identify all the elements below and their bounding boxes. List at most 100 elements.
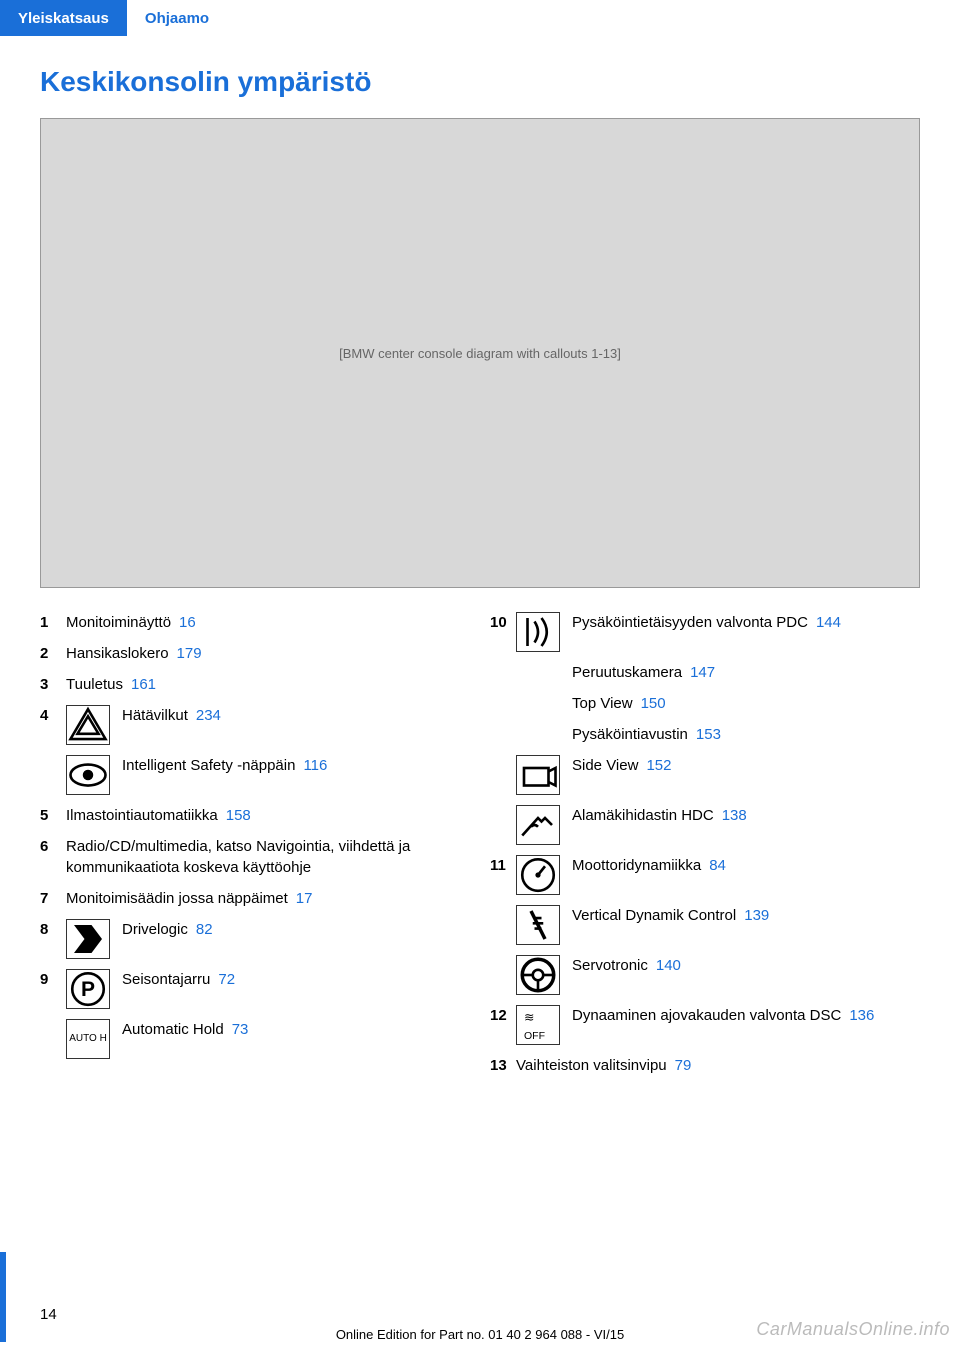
item-text: Dynaaminen ajovakauden val­vonta DSC136 <box>572 1005 874 1026</box>
item-text: Monitoimisäädin jossa näppäimet17 <box>66 888 312 909</box>
list-item: 4 Hätävilkut234 <box>40 705 470 745</box>
dsc-icon: ≋ OFF <box>516 1005 560 1045</box>
content-columns: 1Monitoiminäyttö162Hansikaslokero1793Tuu… <box>40 612 920 1086</box>
page-reference[interactable]: 139 <box>744 907 769 924</box>
diagram-placeholder: [BMW center console diagram with callout… <box>339 346 621 361</box>
item-text: Top View150 <box>572 693 666 714</box>
item-text: Servotronic140 <box>572 955 681 976</box>
page-reference[interactable]: 152 <box>646 757 671 774</box>
list-item: Top View150 <box>490 693 920 714</box>
page-reference[interactable]: 84 <box>709 857 726 874</box>
svg-text:OFF: OFF <box>524 1030 545 1042</box>
item-number: 2 <box>40 643 66 664</box>
item-number: 10 <box>490 612 516 633</box>
item-number: 1 <box>40 612 66 633</box>
left-column: 1Monitoiminäyttö162Hansikaslokero1793Tuu… <box>40 612 470 1086</box>
list-item: Intelligent Safety -näppäin116 <box>40 755 470 795</box>
page-reference[interactable]: 72 <box>218 971 235 988</box>
watermark: CarManualsOnline.info <box>756 1319 950 1340</box>
page-reference[interactable]: 16 <box>179 614 196 631</box>
list-item: Servotronic140 <box>490 955 920 995</box>
list-item: 7Monitoimisäädin jossa näppäimet17 <box>40 888 470 909</box>
header-subtitle: Ohjaamo <box>127 10 209 27</box>
item-text: Vertical Dynamik Control139 <box>572 905 769 926</box>
list-item: Alamäkihidastin HDC138 <box>490 805 920 845</box>
item-number: 12 <box>490 1005 516 1026</box>
page-reference[interactable]: 161 <box>131 676 156 693</box>
list-item: 9PSeisontajarru72 <box>40 969 470 1009</box>
autoh-icon: AUTO H <box>66 1019 110 1059</box>
shock-icon <box>516 905 560 945</box>
page-reference[interactable]: 138 <box>722 807 747 824</box>
item-text: Pysäköintiavustin153 <box>572 724 721 745</box>
list-item: 1Monitoiminäyttö16 <box>40 612 470 633</box>
svg-text:≋: ≋ <box>524 1011 534 1025</box>
item-text: Ilmastointiautomatiikka158 <box>66 805 251 826</box>
list-item: Pysäköintiavustin153 <box>490 724 920 745</box>
list-item: Vertical Dynamik Control139 <box>490 905 920 945</box>
hdc-icon <box>516 805 560 845</box>
item-text: Hätävilkut234 <box>122 705 221 726</box>
page-reference[interactable]: 150 <box>641 695 666 712</box>
right-column: 10 Pysäköintietäisyyden valvonta PDC144 Pe… <box>490 612 920 1086</box>
svg-text:P: P <box>81 978 95 1001</box>
gauge-icon <box>516 855 560 895</box>
page-reference[interactable]: 17 <box>296 890 313 907</box>
wheel-icon <box>516 955 560 995</box>
console-diagram: [BMW center console diagram with callout… <box>40 118 920 588</box>
page-reference[interactable]: 179 <box>177 645 202 662</box>
item-text: Drivelogic82 <box>122 919 213 940</box>
item-text: Pysäköintietäisyyden valvonta PDC144 <box>572 612 841 633</box>
header-bar: Yleiskatsaus Ohjaamo <box>0 0 960 36</box>
header-tab: Yleiskatsaus <box>0 0 127 36</box>
drive-icon <box>66 919 110 959</box>
list-item: 13Vaihteiston valitsinvipu79 <box>490 1055 920 1076</box>
list-item: 11 Moottoridynamiikka84 <box>490 855 920 895</box>
page-reference[interactable]: 147 <box>690 664 715 681</box>
list-item: 2Hansikaslokero179 <box>40 643 470 664</box>
item-number: 11 <box>490 855 516 876</box>
item-number: 3 <box>40 674 66 695</box>
item-text: Alamäkihidastin HDC138 <box>572 805 747 826</box>
page-reference[interactable]: 153 <box>696 726 721 743</box>
list-item: Side View152 <box>490 755 920 795</box>
item-number: 8 <box>40 919 66 940</box>
item-number: 13 <box>490 1055 516 1076</box>
page-reference[interactable]: 79 <box>675 1057 692 1074</box>
pdc-icon <box>516 612 560 652</box>
item-text: Hansikaslokero179 <box>66 643 202 664</box>
list-item: 3Tuuletus161 <box>40 674 470 695</box>
list-item: Peruutuskamera147 <box>490 662 920 683</box>
item-text: Vaihteiston valitsinvipu79 <box>516 1055 691 1076</box>
list-item: 10 Pysäköintietäisyyden valvonta PDC144 <box>490 612 920 652</box>
item-text: Moottoridynamiikka84 <box>572 855 726 876</box>
section-title: Keskikonsolin ympäristö <box>40 66 960 98</box>
triangle-icon <box>66 705 110 745</box>
page-reference[interactable]: 234 <box>196 707 221 724</box>
item-number: 6 <box>40 836 66 857</box>
item-text: Tuuletus161 <box>66 674 156 695</box>
page-reference[interactable]: 116 <box>303 757 327 774</box>
item-number: 7 <box>40 888 66 909</box>
list-item: 5Ilmastointiautomatiikka158 <box>40 805 470 826</box>
page-reference[interactable]: 158 <box>226 807 251 824</box>
list-item: 8 Drivelogic82 <box>40 919 470 959</box>
item-text: Radio/CD/multimedia, katso Navigointia, … <box>66 836 470 878</box>
camera-icon <box>516 755 560 795</box>
page-reference[interactable]: 136 <box>849 1007 874 1024</box>
park-icon: P <box>66 969 110 1009</box>
item-number: 4 <box>40 705 66 726</box>
item-text: Peruutuskamera147 <box>572 662 715 683</box>
eye-icon <box>66 755 110 795</box>
item-text: Side View152 <box>572 755 671 776</box>
item-text: Monitoiminäyttö16 <box>66 612 196 633</box>
list-item: AUTO H Automatic Hold73 <box>40 1019 470 1059</box>
list-item: 12 ≋ OFF Dynaaminen ajovakauden val­vonta D… <box>490 1005 920 1045</box>
page-reference[interactable]: 82 <box>196 921 213 938</box>
item-text: Intelligent Safety -näppäin116 <box>122 755 327 776</box>
page-reference[interactable]: 73 <box>232 1021 249 1038</box>
page-reference[interactable]: 140 <box>656 957 681 974</box>
page-reference[interactable]: 144 <box>816 614 841 631</box>
list-item: 6Radio/CD/multimedia, katso Navigointia,… <box>40 836 470 878</box>
item-text: Automatic Hold73 <box>122 1019 248 1040</box>
